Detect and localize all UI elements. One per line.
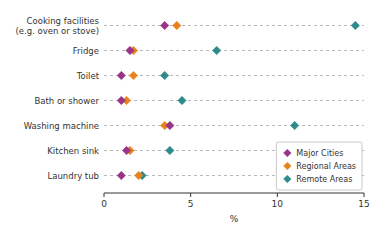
legend-label: Regional Areas bbox=[296, 162, 356, 171]
y-tick-label-line: Bath or shower bbox=[34, 96, 99, 106]
chart: 0 5 10 15% Cooking facilities(e.g. oven or s… bbox=[0, 0, 378, 227]
category-line bbox=[104, 75, 364, 76]
dot bbox=[290, 121, 298, 129]
y-tick-label-line: (e.g. oven or stove) bbox=[15, 26, 99, 36]
x-tick-label: 15 bbox=[358, 199, 369, 209]
y-tick-label-line: Cooking facilities bbox=[27, 16, 100, 26]
dot bbox=[117, 71, 125, 79]
y-tick-label-line: Washing machine bbox=[24, 121, 99, 131]
dot bbox=[122, 146, 130, 154]
x-axis bbox=[104, 193, 364, 194]
dot bbox=[129, 71, 137, 79]
legend-label: Major Cities bbox=[296, 149, 343, 158]
y-tick-label-line: Laundry tub bbox=[48, 171, 99, 181]
dot bbox=[173, 21, 181, 29]
y-tick-label: Cooking facilities(e.g. oven or stove) bbox=[15, 16, 99, 36]
y-tick-label: Bath or shower bbox=[34, 96, 99, 106]
plot-area bbox=[117, 21, 359, 179]
x-axis-label: % bbox=[230, 214, 239, 224]
category-line bbox=[104, 100, 364, 101]
x-tick bbox=[364, 193, 365, 197]
dot bbox=[178, 96, 186, 104]
legend-swatch bbox=[284, 149, 292, 157]
y-tick-label-line: Toilet bbox=[76, 71, 100, 81]
y-tick-label: Fridge bbox=[73, 46, 99, 56]
y-tick-label: Toilet bbox=[76, 71, 100, 81]
dot bbox=[117, 96, 125, 104]
legend-box bbox=[276, 142, 362, 190]
legend-swatch bbox=[284, 175, 292, 183]
dot bbox=[351, 21, 359, 29]
category-line bbox=[104, 50, 364, 51]
x-tick-label: 5 bbox=[188, 199, 194, 209]
y-tick-label-line: Kitchen sink bbox=[47, 146, 99, 156]
dot bbox=[160, 71, 168, 79]
dot bbox=[134, 171, 142, 179]
legend: Major Cities Regional Areas Remote Areas bbox=[276, 142, 362, 190]
dot bbox=[117, 171, 125, 179]
dot bbox=[212, 46, 220, 54]
category-line bbox=[104, 25, 364, 26]
y-tick-label: Kitchen sink bbox=[47, 146, 99, 156]
dot bbox=[160, 21, 168, 29]
y-tick-label: Laundry tub bbox=[48, 171, 99, 181]
x-tick bbox=[104, 193, 105, 197]
dot bbox=[166, 121, 174, 129]
legend-label: Remote Areas bbox=[296, 175, 352, 184]
x-tick-label: 0 bbox=[101, 199, 107, 209]
dot bbox=[126, 46, 134, 54]
y-tick-label-line: Fridge bbox=[73, 46, 99, 56]
y-tick-label: Washing machine bbox=[24, 121, 99, 131]
dot bbox=[166, 146, 174, 154]
x-tick bbox=[190, 193, 191, 197]
category-line bbox=[104, 125, 364, 126]
legend-swatch bbox=[284, 162, 292, 170]
x-tick bbox=[277, 193, 278, 197]
x-tick-label: 10 bbox=[272, 199, 284, 209]
